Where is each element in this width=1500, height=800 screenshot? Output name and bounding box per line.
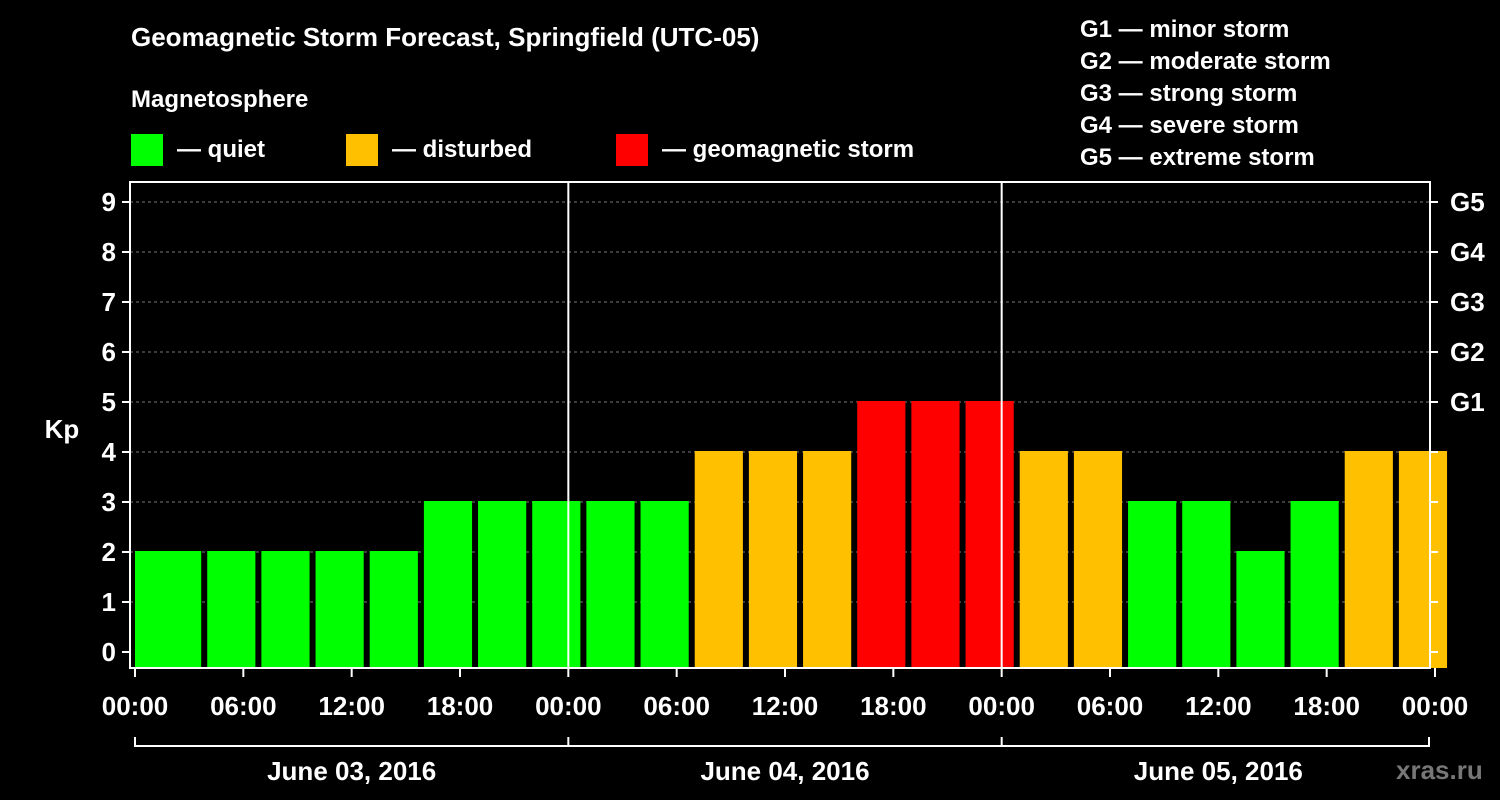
legend-label-quiet: — quiet	[177, 136, 265, 163]
bar-5	[369, 551, 418, 668]
storm-level-g5: G5 — extreme storm	[1080, 144, 1315, 171]
x-tick-label-12: 00:00	[1402, 691, 1469, 721]
y-tick-label-1: 1	[102, 587, 116, 617]
bar-12	[748, 451, 798, 668]
watermark: xras.ru	[1396, 755, 1483, 785]
g-level-label-g2: G2	[1450, 337, 1485, 367]
date-label-0: June 03, 2016	[267, 756, 436, 786]
x-tick-label-8: 00:00	[968, 691, 1035, 721]
bar-20	[1182, 501, 1231, 668]
y-axis-label: Kp	[45, 414, 80, 444]
bar-21	[1236, 551, 1285, 668]
bar-3	[261, 551, 310, 668]
storm-level-list: G1 — minor storm G2 — moderate storm G3 …	[1080, 14, 1331, 174]
storm-level-g2: G2 — moderate storm	[1080, 48, 1331, 75]
y-tick-label-2: 2	[102, 537, 116, 567]
x-tick-label-4: 00:00	[535, 691, 602, 721]
y-tick-label-8: 8	[102, 237, 116, 267]
legend-item-quiet: — quiet	[131, 132, 265, 168]
bar-11	[694, 451, 743, 668]
legend-item-disturbed: — disturbed	[346, 132, 532, 168]
g-level-label-g5: G5	[1450, 187, 1485, 217]
x-tick-label-0: 00:00	[102, 691, 169, 721]
x-tick-label-6: 12:00	[752, 691, 819, 721]
legend-label-storm: — geomagnetic storm	[662, 136, 915, 163]
bar-7	[478, 501, 527, 668]
bar-18	[1073, 451, 1123, 668]
date-label-1: June 04, 2016	[700, 756, 869, 786]
g-level-label-g3: G3	[1450, 287, 1485, 317]
storm-level-g4: G4 — severe storm	[1080, 112, 1299, 139]
bar-23	[1344, 451, 1393, 668]
plot-frame	[129, 181, 1431, 669]
bar-16	[965, 401, 1014, 668]
x-tick-label-10: 12:00	[1185, 691, 1252, 721]
date-label-2: June 05, 2016	[1134, 756, 1303, 786]
g-level-label-g1: G1	[1450, 387, 1485, 417]
bar-22	[1290, 501, 1339, 668]
bar-13	[803, 451, 852, 668]
bar-8	[532, 501, 581, 668]
x-tick-label-11: 18:00	[1293, 691, 1360, 721]
bar-15	[911, 401, 960, 668]
g-level-label-g4: G4	[1450, 237, 1485, 267]
y-tick-label-6: 6	[102, 337, 116, 367]
bar-24	[1398, 451, 1448, 668]
y-tick-label-3: 3	[102, 487, 116, 517]
legend-item-storm: — geomagnetic storm	[616, 132, 914, 168]
storm-level-g1: G1 — minor storm	[1080, 16, 1290, 43]
legend-swatch-quiet	[131, 134, 163, 166]
x-tick-label-9: 06:00	[1077, 691, 1144, 721]
chart-title: Geomagnetic Storm Forecast, Springfield …	[131, 22, 760, 52]
y-tick-label-5: 5	[102, 387, 116, 417]
y-tick-label-9: 9	[102, 187, 116, 217]
bar-14	[857, 401, 906, 668]
legend-title: Magnetosphere	[131, 86, 309, 113]
bar-1	[153, 551, 202, 668]
bars	[135, 401, 1448, 668]
y-tick-label-4: 4	[102, 437, 117, 467]
legend-swatch-disturbed	[346, 134, 378, 166]
bar-10	[640, 501, 689, 668]
axes: 0 1 2 3 4 5 6 7 8 9 G1 G2 G3 G4 G5 00:00 06:00 12:00 18:00…	[102, 181, 1485, 786]
bar-19	[1128, 501, 1177, 668]
bar-17	[1019, 451, 1068, 668]
y-tick-label-7: 7	[102, 287, 116, 317]
y-tick-label-0: 0	[102, 637, 116, 667]
bar-9	[586, 501, 635, 668]
legend-label-disturbed: — disturbed	[392, 136, 533, 163]
x-tick-label-7: 18:00	[860, 691, 927, 721]
storm-level-g3: G3 — strong storm	[1080, 80, 1298, 107]
x-tick-label-3: 18:00	[427, 691, 494, 721]
x-tick-label-5: 06:00	[643, 691, 710, 721]
bar-4	[315, 551, 364, 668]
x-tick-label-2: 12:00	[318, 691, 385, 721]
x-tick-label-1: 06:00	[210, 691, 277, 721]
bar-2	[207, 551, 256, 668]
legend-swatch-storm	[616, 134, 648, 166]
bar-6	[423, 501, 473, 668]
